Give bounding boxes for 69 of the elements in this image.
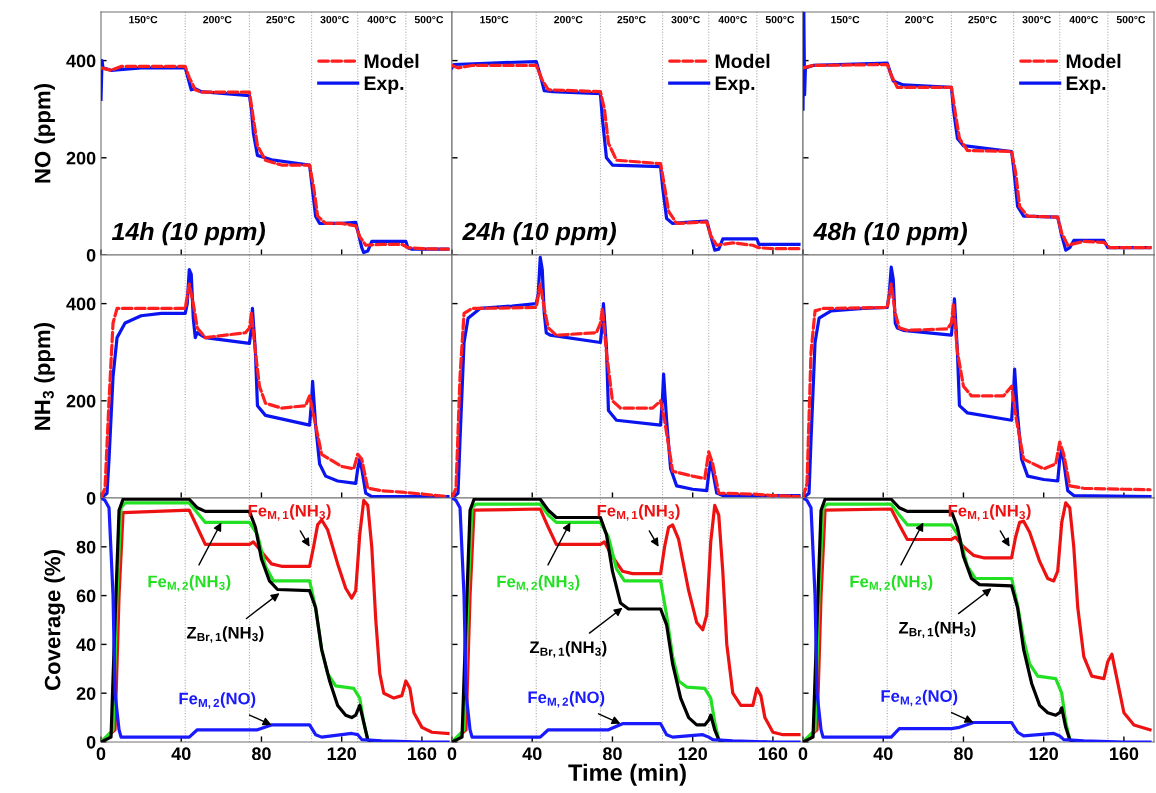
x-tick-label: 0 xyxy=(447,747,457,761)
y-axis-title: NO (ppm) xyxy=(34,84,55,183)
annotation: Fe$_{M,2}$(NO) xyxy=(179,692,256,709)
annotation: 400°C xyxy=(1069,15,1099,24)
x-tick-label: 120 xyxy=(1029,747,1059,761)
annotation: 14h (10 ppm) xyxy=(111,221,265,246)
x-axis-title: Time (min) xyxy=(568,763,686,786)
legend-label: Model xyxy=(715,53,770,69)
y-tick-label: 0 xyxy=(86,248,96,262)
x-tick-label: 80 xyxy=(602,747,622,761)
annotation: 300°C xyxy=(1022,15,1051,24)
y-tick-label: 20 xyxy=(76,687,96,700)
y-tick-label: 0 xyxy=(86,491,96,505)
y-axis-title: NH$_{3}$ (ppm) xyxy=(34,322,55,430)
annotation: 300°C xyxy=(671,15,700,24)
y-axis-title: Coverage (%) xyxy=(44,550,65,691)
annotation: 200°C xyxy=(905,15,934,24)
x-tick-label: 120 xyxy=(327,747,357,761)
y-tick-label: 200 xyxy=(66,394,96,408)
annotation: 250°C xyxy=(617,15,646,24)
annotation: 48h (10 ppm) xyxy=(813,221,967,246)
x-tick-label: 0 xyxy=(798,747,808,761)
annotation: 400°C xyxy=(718,15,748,24)
x-tick-label: 40 xyxy=(873,747,893,761)
annotation: Fe$_{M,1}$(NH$_{3}$) xyxy=(597,504,680,521)
annotation: Z$_{Br,1}$(NH$_{3}$) xyxy=(898,621,976,638)
x-tick-label: 120 xyxy=(678,747,708,761)
annotation: Fe$_{M,2}$(NO) xyxy=(528,690,605,708)
legend-label: Model xyxy=(364,53,419,69)
annotation: 150°C xyxy=(129,15,158,24)
annotation: 300°C xyxy=(320,15,349,24)
annotation: Fe$_{M,2}$(NH$_{3}$) xyxy=(497,575,580,592)
y-tick-label: 400 xyxy=(66,54,96,68)
y-tick-label: 0 xyxy=(86,735,96,749)
annotation: Fe$_{M,2}$(NO) xyxy=(881,689,958,707)
annotation: 150°C xyxy=(480,15,509,24)
annotation: 24h (10 ppm) xyxy=(462,221,616,246)
annotation: Fe$_{M,1}$(NH$_{3}$) xyxy=(948,504,1031,521)
y-tick-label: 40 xyxy=(76,638,96,652)
annotation: 500°C xyxy=(1116,15,1146,24)
x-tick-label: 80 xyxy=(251,747,271,761)
y-tick-label: 60 xyxy=(76,589,96,603)
y-tick-label: 200 xyxy=(66,151,96,165)
legend-label: Exp. xyxy=(715,76,755,94)
annotation: Fe$_{M,2}$(NH$_{3}$) xyxy=(148,575,231,592)
annotation: 250°C xyxy=(266,15,295,24)
x-tick-label: 0 xyxy=(96,747,106,761)
x-tick-label: 160 xyxy=(758,747,788,761)
x-tick-label: 80 xyxy=(953,747,973,761)
annotation: 400°C xyxy=(367,15,397,24)
annotation: 150°C xyxy=(831,15,860,24)
legend-label: Exp. xyxy=(1066,76,1106,94)
annotation: 500°C xyxy=(414,15,444,24)
annotation: Fe$_{M,2}$(NH$_{3}$) xyxy=(850,575,933,592)
annotation: 500°C xyxy=(765,15,795,24)
y-tick-label: 400 xyxy=(66,297,96,311)
annotation: Z$_{Br,1}$(NH$_{3}$) xyxy=(186,626,264,643)
annotation: 250°C xyxy=(968,15,997,24)
x-tick-label: 40 xyxy=(522,747,542,761)
x-tick-label: 160 xyxy=(1109,747,1139,761)
y-tick-label: 80 xyxy=(76,540,96,554)
annotation: 200°C xyxy=(203,15,232,24)
x-tick-label: 160 xyxy=(407,747,437,761)
annotation: Z$_{Br,1}$(NH$_{3}$) xyxy=(529,640,607,658)
annotation: 200°C xyxy=(554,15,583,24)
legend-label: Model xyxy=(1066,53,1121,69)
x-tick-label: 40 xyxy=(171,747,191,761)
annotation: Fe$_{M,1}$(NH$_{3}$) xyxy=(248,504,331,521)
legend-label: Exp. xyxy=(364,76,404,94)
